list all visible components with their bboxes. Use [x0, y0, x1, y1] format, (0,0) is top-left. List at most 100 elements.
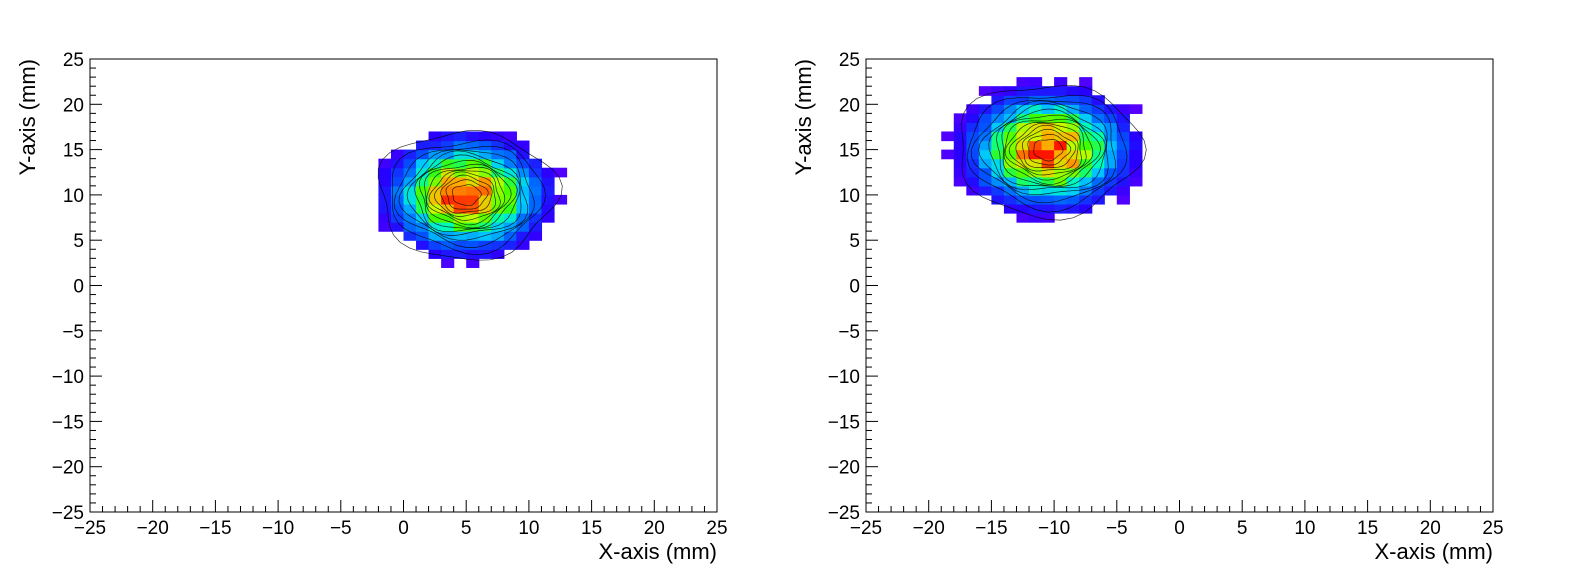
heatmap-bin	[491, 240, 505, 250]
heatmap-bin	[516, 222, 530, 232]
x-tick-label: −25	[74, 518, 106, 539]
axis-ticks	[865, 58, 1494, 513]
heatmap-bin	[1041, 113, 1055, 124]
heatmap-bin	[1041, 158, 1055, 169]
heatmap-bin	[1054, 77, 1068, 87]
heatmap-bin	[1054, 185, 1068, 196]
heatmap-bin	[1091, 176, 1105, 187]
heatmap-bin	[416, 176, 430, 187]
contour-lines	[377, 129, 563, 261]
heatmap-bin	[378, 167, 392, 178]
contour-line	[966, 94, 1128, 213]
heatmap-bin	[453, 240, 467, 250]
contour-line	[451, 184, 482, 207]
heatmap-bin	[503, 167, 517, 178]
heatmap-bin	[478, 176, 492, 187]
heatmap-bin	[428, 231, 442, 241]
heatmap-bin	[1029, 158, 1043, 169]
axis-ticks	[89, 58, 718, 513]
heatmap-panel-left: −25 −20 −15 −10 −5 0 5 10 15 20 25 −25 −20 −15 −10 −5 0 5…	[15, 50, 728, 564]
heatmap-bin	[503, 176, 517, 187]
heatmap-bin	[441, 167, 455, 178]
heatmap-bin	[1016, 104, 1030, 114]
heatmap-bin	[1054, 131, 1068, 142]
heatmap-bin	[453, 185, 467, 196]
heatmap-bin	[1116, 167, 1130, 178]
heatmap-bin	[503, 185, 517, 196]
heatmap-bin	[1091, 149, 1105, 160]
heatmap-bin	[528, 194, 543, 205]
heatmap-bin	[1003, 194, 1018, 205]
heatmap-bin	[1079, 86, 1093, 96]
heatmap-bin	[991, 131, 1005, 142]
heatmap-bin	[991, 158, 1005, 169]
heatmap-bin	[1066, 86, 1080, 96]
heatmap-bin	[941, 149, 955, 160]
heatmap-bin	[403, 167, 417, 178]
x-tick-label: −20	[137, 518, 169, 539]
heatmap-bin	[1029, 113, 1043, 124]
heatmap-bin	[390, 213, 405, 223]
heatmap-bin	[1029, 131, 1043, 142]
contour-line	[1027, 133, 1072, 166]
heatmap-bin	[453, 249, 467, 259]
heatmap-bin	[1079, 176, 1093, 187]
heatmap-bin	[1016, 167, 1030, 178]
heatmap-bin	[953, 158, 967, 169]
heatmap-bin	[416, 185, 430, 196]
heatmap-bin	[1091, 167, 1105, 178]
heatmap-bin	[503, 213, 517, 223]
heatmap-bin	[1041, 176, 1055, 187]
heatmap-bin	[1054, 122, 1068, 133]
heatmap-bin	[553, 194, 568, 205]
heatmap-bin	[1054, 194, 1068, 205]
heatmap-bin	[1041, 203, 1055, 214]
y-tick-label: −10	[828, 367, 860, 388]
heatmap-bin	[378, 158, 392, 169]
heatmap-bin	[1116, 113, 1130, 124]
heatmap-bin	[953, 167, 967, 178]
contour-line	[1008, 122, 1082, 176]
x-tick-label: 20	[644, 518, 665, 539]
y-tick-label: −15	[828, 412, 860, 433]
contour-line	[424, 163, 512, 229]
heatmap-bin	[1054, 104, 1068, 114]
heatmap-bin	[491, 176, 505, 187]
heatmap-bin	[1079, 77, 1093, 87]
y-tick-label: −20	[828, 458, 860, 479]
heatmap-bin	[553, 167, 568, 178]
heatmap-bin	[1054, 176, 1068, 187]
x-tick-label: 15	[581, 518, 602, 539]
heatmap-bin	[1041, 213, 1055, 223]
heatmap-bin	[441, 176, 455, 187]
y-tick-label: 10	[63, 186, 84, 207]
y-tick-label: 25	[839, 50, 860, 71]
heatmap-bin	[1079, 167, 1093, 178]
heatmap-bin	[1041, 185, 1055, 196]
x-tick-label: 25	[706, 518, 727, 539]
heatmap-bin	[1003, 122, 1018, 133]
heatmap-bin	[1104, 167, 1118, 178]
heatmap-bin	[1129, 167, 1143, 178]
heatmap-bin	[966, 158, 980, 169]
y-tick-label: −25	[828, 503, 860, 524]
x-tick-label: −20	[913, 518, 945, 539]
heatmap-bin	[1029, 176, 1043, 187]
heatmap-bin	[1003, 131, 1018, 142]
heatmap-bin	[428, 176, 442, 187]
heatmap-bin	[1104, 185, 1118, 196]
heatmap-bin	[1029, 194, 1043, 205]
heatmap-bin	[378, 176, 392, 187]
heatmap-bin	[478, 231, 492, 241]
heatmap-bin	[491, 231, 505, 241]
heatmap-bin	[1104, 140, 1118, 151]
heatmap-bin	[1066, 131, 1080, 142]
contour-line	[1003, 118, 1094, 185]
heatmap-bin	[1104, 149, 1118, 160]
heatmap-bin	[441, 194, 455, 205]
contour-line	[414, 154, 521, 233]
x-tick-label: 10	[518, 518, 539, 539]
heatmap-bin	[1003, 167, 1018, 178]
heatmap-bin	[991, 194, 1005, 205]
heatmap-bin	[1116, 185, 1130, 196]
